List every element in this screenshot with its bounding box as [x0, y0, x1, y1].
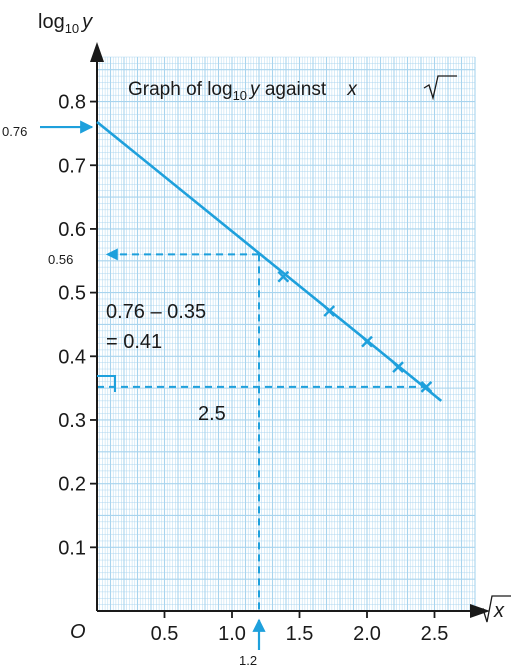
- read-y-label: 0.56: [48, 252, 73, 267]
- data-point-stroke: [361, 335, 373, 348]
- x-tick-label: 0.5: [151, 623, 179, 645]
- y-axis-label-subscript: 10: [65, 21, 79, 36]
- data-point-stroke: [277, 270, 290, 283]
- guide-lines: [97, 248, 427, 611]
- y-axis-label: log10 y: [38, 11, 93, 36]
- y-axis-label-main: log: [38, 11, 65, 33]
- y-tick-label: 0.1: [58, 537, 86, 559]
- x-tick-labels: 0.5 1.0 1.5 2.0 2.5: [151, 623, 449, 645]
- chart-title-middle: against: [260, 79, 332, 100]
- data-point: [323, 305, 336, 317]
- read-x-label: 1.2: [239, 653, 257, 668]
- best-fit-line: [96, 120, 443, 402]
- data-point: [392, 361, 404, 373]
- chart-title: Graph of log10 y against x: [128, 79, 358, 103]
- data-point-stroke: [392, 361, 404, 373]
- data-points: [277, 270, 433, 393]
- y-axis-label-var: y: [80, 11, 93, 33]
- y-tick-label: 0.4: [58, 346, 86, 368]
- chart-title-prefix: Graph of log: [128, 79, 233, 100]
- x-tick-label: 2.0: [353, 623, 381, 645]
- y-tick-label: 0.2: [58, 474, 86, 496]
- data-point: [277, 270, 290, 283]
- x-axis-root-sign: [478, 595, 511, 623]
- x-tick-label: 1.5: [286, 623, 314, 645]
- data-point: [420, 381, 433, 393]
- data-point-stroke: [420, 381, 433, 393]
- y-tick-label: 0.5: [58, 283, 86, 305]
- x-tick-label: 1.0: [218, 623, 246, 645]
- run-text: 2.5: [198, 403, 226, 425]
- data-point: [361, 335, 373, 348]
- best-fit-line-layer: [96, 120, 443, 402]
- title-root-sign: [423, 75, 457, 101]
- x-tick-label: 2.5: [421, 623, 449, 645]
- chart-title-y: y: [248, 79, 261, 100]
- y-tick-label: 0.3: [58, 410, 86, 432]
- y-tick-labels: 0.1 0.2 0.3 0.4 0.5 0.6 0.7 0.8: [58, 92, 86, 560]
- right-angle-marker: [97, 375, 116, 392]
- x-axis-label: x: [493, 600, 505, 622]
- y-tick-label: 0.7: [58, 155, 86, 177]
- chart-title-subscript: 10: [233, 88, 247, 103]
- intercept-label: 0.76: [2, 124, 27, 139]
- axes: [90, 42, 490, 618]
- origin-label: O: [70, 621, 86, 643]
- data-point-stroke: [323, 305, 336, 317]
- y-tick-label: 0.6: [58, 219, 86, 241]
- chart-title-radicand: x: [346, 79, 358, 100]
- y-tick-label: 0.8: [58, 92, 86, 114]
- rise-text-line1: 0.76 – 0.35: [106, 301, 206, 323]
- rise-text-line2: = 0.41: [106, 331, 162, 353]
- y-axis-arrowhead: [90, 42, 104, 62]
